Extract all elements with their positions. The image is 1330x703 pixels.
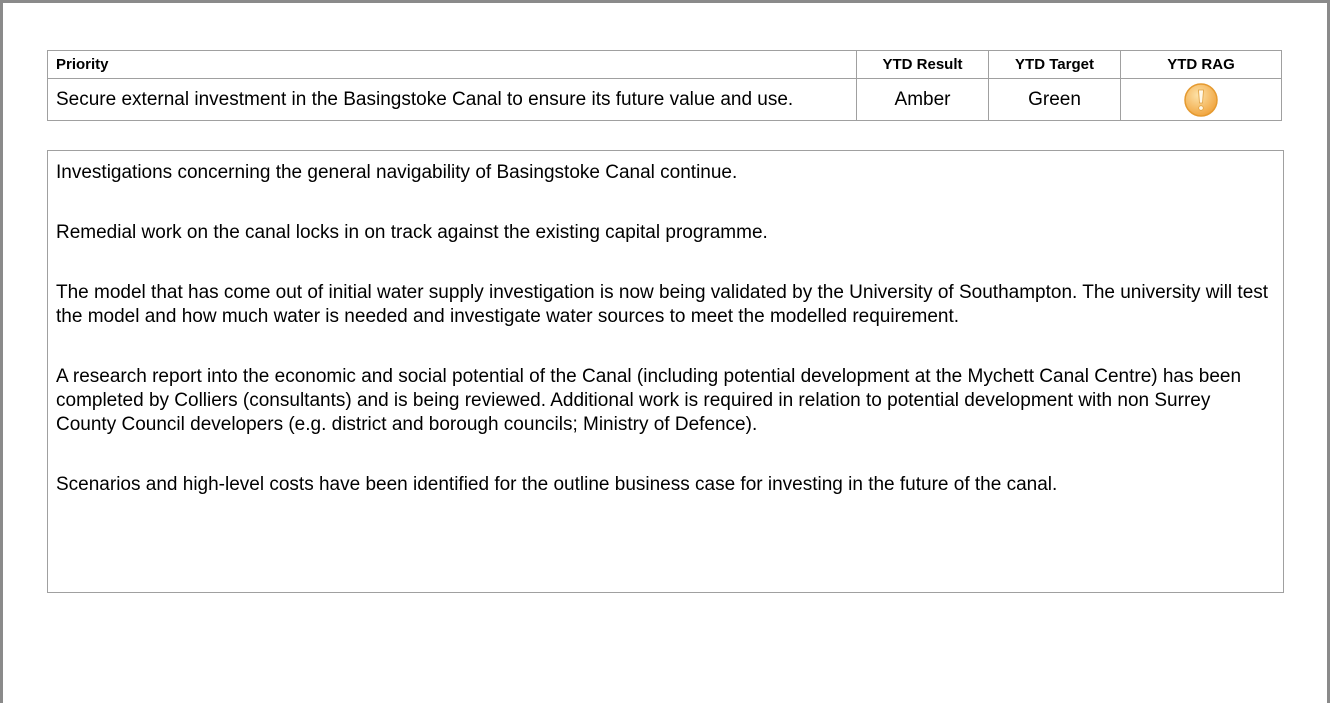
paragraph: The model that has come out of initial w… (56, 282, 1269, 327)
result-cell: Amber (856, 78, 989, 121)
amber-icon (1184, 82, 1218, 117)
header-cell: YTD RAG (1120, 50, 1282, 79)
target-cell: Green (988, 78, 1121, 121)
paragraph: A research report into the economic and … (56, 366, 1242, 435)
priority-cell: Secure external investment in the Basing… (47, 78, 857, 121)
header-cell: Priority (47, 50, 857, 79)
priority-table: Priority YTD Result YTD Target YTD RAG S… (47, 50, 1282, 121)
header-cell: YTD Result (856, 50, 989, 79)
paragraph: Remedial work on the canal locks in on t… (56, 222, 768, 243)
paragraph: Investigations concerning the general na… (56, 162, 738, 183)
commentary-box: Investigations concerning the general na… (47, 150, 1284, 593)
paragraph: Scenarios and high-level costs have been… (56, 474, 1058, 495)
rag-cell (1120, 78, 1282, 121)
header-row: Priority YTD Result YTD Target YTD RAG (47, 50, 1282, 79)
data-row: Secure external investment in the Basing… (47, 78, 1282, 121)
header-cell: YTD Target (988, 50, 1121, 79)
